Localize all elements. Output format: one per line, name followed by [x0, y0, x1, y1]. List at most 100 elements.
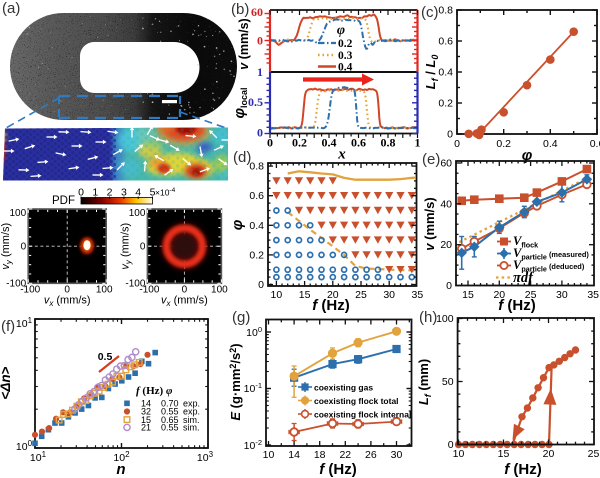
- svg-text:20: 20: [327, 289, 339, 301]
- svg-text:0.6: 0.6: [590, 138, 600, 150]
- svg-text:0.55: 0.55: [161, 407, 179, 417]
- svg-text:φ: φ: [337, 23, 345, 38]
- svg-text:35: 35: [412, 289, 424, 301]
- svg-text:60: 60: [251, 5, 263, 19]
- svg-text:0: 0: [258, 279, 264, 291]
- svg-text:60: 60: [440, 158, 452, 170]
- svg-text:0.3: 0.3: [338, 50, 353, 62]
- svg-text:φ: φ: [522, 147, 533, 164]
- svg-text:f (Hz): f (Hz): [498, 297, 536, 314]
- svg-text:0: 0: [257, 126, 263, 140]
- svg-text:0.5: 0.5: [248, 95, 263, 109]
- svg-text:25: 25: [588, 448, 600, 460]
- svg-text:vy (mm/s): vy (mm/s): [0, 223, 14, 270]
- svg-text:0.8: 0.8: [249, 161, 264, 173]
- svg-text:f (Hz) φ: f (Hz) φ: [136, 385, 173, 397]
- svg-text:v (mm/s): v (mm/s): [237, 18, 251, 69]
- svg-text:100: 100: [129, 208, 146, 219]
- svg-text:-100: -100: [125, 278, 145, 289]
- svg-text:φlocal: φlocal: [231, 87, 249, 118]
- svg-text:10: 10: [453, 448, 465, 460]
- svg-text:32: 32: [141, 407, 151, 417]
- svg-text:14: 14: [141, 399, 151, 409]
- svg-text:0.8: 0.8: [438, 5, 453, 17]
- svg-text:0.2: 0.2: [249, 249, 264, 261]
- svg-text:0.2: 0.2: [292, 136, 307, 150]
- svg-text:10: 10: [263, 449, 275, 461]
- svg-text:0.8: 0.8: [381, 136, 396, 150]
- svg-text:3: 3: [121, 187, 127, 199]
- svg-text:0.70: 0.70: [161, 399, 179, 409]
- svg-text:0: 0: [64, 285, 70, 296]
- svg-text:0: 0: [182, 285, 188, 296]
- svg-text:coexisting flock internal: coexisting flock internal: [314, 410, 411, 420]
- svg-text:Lf / L0: Lf / L0: [423, 55, 440, 90]
- svg-text:(d): (d): [233, 149, 251, 166]
- svg-text:15: 15: [498, 448, 510, 460]
- svg-text:0.6: 0.6: [351, 136, 366, 150]
- svg-text:0.2: 0.2: [438, 98, 453, 110]
- svg-text:30: 30: [383, 289, 395, 301]
- svg-text:0: 0: [446, 280, 452, 292]
- svg-text:20: 20: [493, 289, 505, 301]
- svg-text:0.6: 0.6: [438, 36, 453, 48]
- svg-text:exp.: exp.: [183, 399, 200, 409]
- svg-text:-100: -100: [20, 285, 40, 296]
- svg-text:50: 50: [442, 376, 454, 388]
- svg-text:-100: -100: [6, 278, 26, 289]
- svg-text:0.2: 0.2: [496, 138, 511, 150]
- svg-text:(g): (g): [232, 309, 250, 326]
- svg-text:0.5: 0.5: [98, 351, 113, 363]
- svg-text:26: 26: [365, 449, 377, 461]
- svg-text:1: 1: [415, 136, 421, 150]
- svg-text:0.2: 0.2: [338, 38, 353, 50]
- svg-text:sim.: sim.: [183, 423, 200, 433]
- svg-text:0: 0: [448, 439, 454, 451]
- svg-text:φ: φ: [229, 219, 246, 230]
- svg-text:15: 15: [299, 289, 311, 301]
- svg-text:<Δn>: <Δn>: [0, 366, 13, 399]
- svg-text:0.6: 0.6: [249, 190, 264, 202]
- svg-text:0: 0: [447, 129, 453, 141]
- svg-text:0.4: 0.4: [543, 138, 558, 150]
- svg-text:22: 22: [339, 449, 351, 461]
- svg-text:0: 0: [267, 136, 273, 150]
- svg-text:0: 0: [78, 187, 84, 199]
- svg-text:vy (mm/s): vy (mm/s): [119, 223, 133, 270]
- svg-text:35: 35: [587, 289, 599, 301]
- svg-text:100: 100: [10, 208, 27, 219]
- svg-text:1: 1: [92, 187, 98, 199]
- svg-text:21: 21: [141, 423, 151, 433]
- svg-text:0: 0: [140, 242, 146, 253]
- svg-text:100: 100: [211, 285, 228, 296]
- svg-text:0.65: 0.65: [161, 415, 179, 425]
- svg-text:18: 18: [314, 449, 326, 461]
- svg-text:0: 0: [21, 242, 27, 253]
- svg-text:Lf (mm): Lf (mm): [416, 359, 433, 405]
- svg-text:15: 15: [462, 289, 474, 301]
- svg-text:coexisting gas: coexisting gas: [314, 383, 373, 393]
- svg-text:(f): (f): [1, 318, 15, 335]
- svg-text:30: 30: [556, 289, 568, 301]
- svg-text:0.4: 0.4: [338, 62, 353, 74]
- svg-text:14: 14: [288, 449, 300, 461]
- svg-text:5: 5: [150, 187, 156, 199]
- svg-text:πdf: πdf: [513, 270, 535, 286]
- svg-text:0.4: 0.4: [249, 220, 264, 232]
- svg-text:Vflock: Vflock: [513, 234, 538, 250]
- svg-text:Vparticle (deduced): Vparticle (deduced): [513, 258, 585, 274]
- svg-text:v (mm/s): v (mm/s): [422, 197, 437, 250]
- svg-text:40: 40: [440, 198, 452, 210]
- svg-text:(c): (c): [421, 4, 439, 21]
- svg-text:f (Hz): f (Hz): [504, 461, 542, 478]
- svg-text:0.55: 0.55: [161, 423, 179, 433]
- svg-text:(a): (a): [2, 0, 20, 17]
- svg-text:(e): (e): [422, 151, 440, 168]
- svg-text:vx (mm/s): vx (mm/s): [161, 295, 208, 309]
- svg-text:f (Hz): f (Hz): [312, 297, 350, 314]
- svg-text:Vparticle (measured): Vparticle (measured): [513, 246, 589, 262]
- svg-text:x: x: [337, 147, 346, 163]
- svg-text:10: 10: [271, 289, 283, 301]
- svg-text:30: 30: [391, 449, 403, 461]
- svg-text:15: 15: [141, 415, 151, 425]
